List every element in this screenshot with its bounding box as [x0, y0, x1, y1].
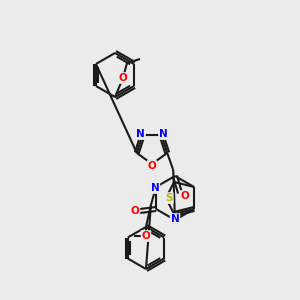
Text: O: O [130, 206, 139, 216]
Text: O: O [142, 231, 150, 241]
Text: O: O [181, 191, 189, 201]
Text: N: N [151, 183, 159, 193]
Text: O: O [148, 161, 156, 171]
Text: O: O [118, 73, 127, 83]
Text: N: N [171, 214, 179, 224]
Text: S: S [165, 193, 173, 203]
Text: N: N [136, 129, 145, 139]
Text: N: N [159, 129, 168, 139]
